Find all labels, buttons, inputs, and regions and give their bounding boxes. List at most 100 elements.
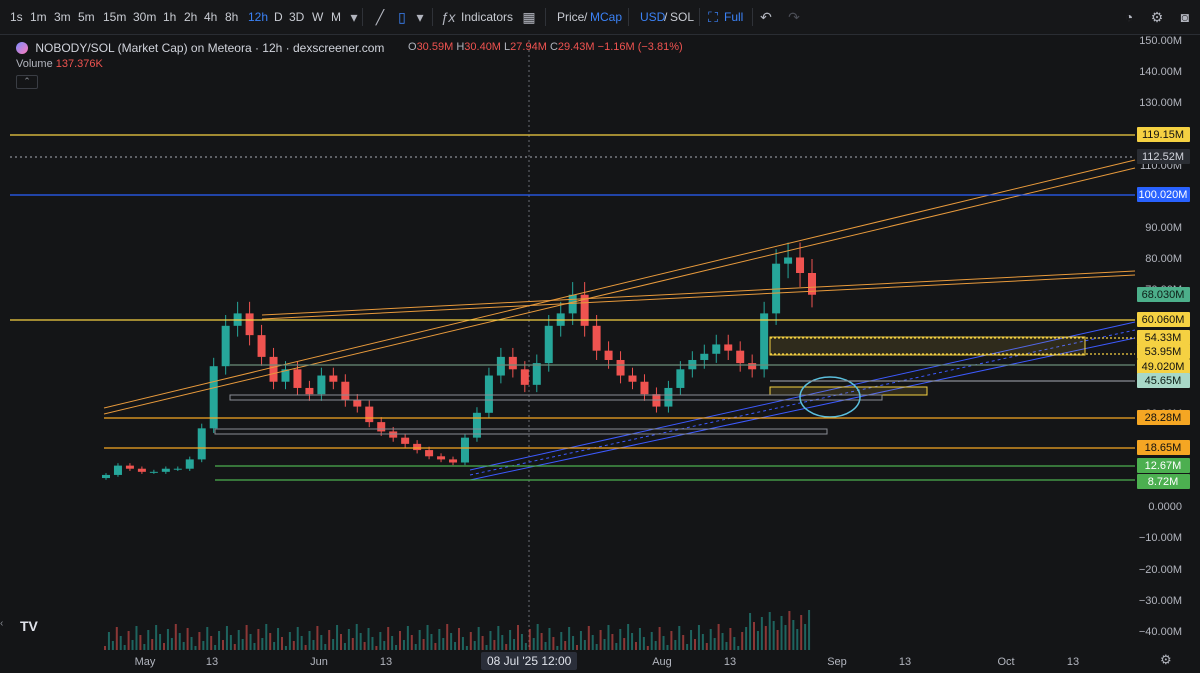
price-tag-bg [1137, 312, 1190, 327]
zone-box-yellow[interactable] [769, 336, 1086, 356]
volume-bar [473, 641, 476, 650]
interval-4h[interactable]: 4h [204, 10, 218, 24]
zone-box-grey-2[interactable] [214, 428, 828, 435]
layout-grid-icon[interactable]: ▦ [522, 9, 536, 25]
volume-bar [163, 643, 165, 650]
volume-bar [438, 629, 441, 650]
price-chart[interactable]: 150.00M140.00M130.00M120.00M110.00M90.00… [0, 35, 1200, 673]
chevron-down-icon[interactable]: ▾ [416, 9, 424, 25]
volume-bar [104, 646, 106, 650]
interval-15m[interactable]: 15m [103, 10, 127, 24]
axis-settings-gear-icon[interactable]: ⚙ [1160, 652, 1172, 667]
volume-bar [701, 634, 704, 650]
volume-bar [111, 641, 114, 650]
volume-bar [147, 630, 150, 650]
volume-bar [383, 641, 386, 650]
price-tag-bg [1137, 474, 1190, 489]
candle-body [772, 263, 781, 314]
chevron-down-icon[interactable]: ▾ [350, 9, 358, 25]
volume-bar [174, 624, 177, 650]
volume-bar [481, 636, 484, 650]
interval-8h[interactable]: 8h [225, 10, 239, 24]
volume-bar [351, 638, 354, 650]
volume-bar [379, 632, 382, 650]
candles-icon[interactable]: ▯ [398, 9, 406, 25]
interval-1h[interactable]: 1h [163, 10, 177, 24]
usd-toggle[interactable]: USD [640, 10, 666, 24]
volume-bar [564, 641, 567, 650]
volume-bar [509, 630, 512, 650]
interval-1m[interactable]: 1m [30, 10, 47, 24]
volume-bar [336, 625, 339, 650]
volume-bar [269, 633, 272, 650]
interval-W[interactable]: W [312, 10, 324, 24]
volume-bar [442, 638, 445, 650]
candle-body [592, 325, 601, 351]
trendline-resistance[interactable] [261, 270, 1136, 316]
volume-bar [713, 638, 716, 650]
redo-icon[interactable]: ↷ [788, 9, 800, 25]
collapse-legend-icon[interactable]: ⌃ [16, 75, 38, 89]
settings-gear-icon[interactable]: ⚙ [1150, 9, 1164, 25]
interval-5m[interactable]: 5m [78, 10, 95, 24]
candle-body [449, 459, 458, 463]
line-tool-icon[interactable]: ╱ [375, 9, 385, 25]
screenshot-camera-icon[interactable]: ◙ [1180, 9, 1190, 25]
price-axis-tick: 90.00M [1145, 222, 1182, 234]
tradingview-logo-icon[interactable]: TV [20, 618, 38, 634]
zone-box-grey[interactable] [229, 394, 883, 401]
mcap-toggle[interactable]: MCap [590, 10, 623, 24]
candle-body [245, 313, 254, 336]
price-tag: 18.65M [1137, 440, 1190, 455]
trendline-resistance-parallel[interactable] [261, 274, 1136, 320]
volume-bar [190, 637, 193, 650]
volume-bar [477, 627, 480, 650]
price-mcap-separator: / [584, 10, 588, 24]
price-axis-tick: 0.0000 [1148, 501, 1182, 513]
fullscreen-icon[interactable]: ⛶ [708, 9, 718, 25]
candle-body [329, 375, 338, 382]
volume-bar [520, 634, 523, 650]
volume-bar [332, 639, 335, 650]
interval-1s[interactable]: 1s [10, 10, 23, 24]
interval-3D[interactable]: 3D [289, 10, 305, 24]
interval-3m[interactable]: 3m [54, 10, 71, 24]
volume-bar [540, 633, 543, 650]
trendline-upper-parallel[interactable] [103, 167, 1136, 415]
volume-bar [650, 632, 653, 650]
highlight-circle[interactable] [799, 376, 861, 418]
sol-toggle[interactable]: SOL [670, 10, 695, 24]
trendline-support-lower[interactable] [469, 337, 1136, 481]
alert-clock-icon[interactable]: ◔ [1124, 9, 1134, 25]
interval-M[interactable]: M [331, 10, 341, 24]
volume-bar [288, 632, 291, 650]
chart-pane[interactable]: 150.00M140.00M130.00M120.00M110.00M90.00… [0, 35, 1200, 673]
volume-bar [599, 630, 602, 650]
indicators-icon[interactable]: ƒx [440, 9, 456, 25]
undo-icon[interactable]: ↶ [760, 9, 772, 25]
volume-bar [579, 631, 582, 650]
scroll-left-icon[interactable]: ‹ [0, 618, 4, 629]
volume-bar [642, 637, 645, 650]
volume-bar [772, 621, 775, 650]
interval-30m[interactable]: 30m [133, 10, 157, 24]
volume-bar [725, 642, 728, 650]
indicators-button[interactable]: Indicators [461, 10, 514, 24]
price-toggle[interactable]: Price [557, 10, 585, 24]
volume-bar [631, 633, 634, 650]
trendline-upper[interactable] [103, 159, 1136, 409]
candle-body [532, 363, 541, 385]
trendline-support[interactable] [469, 321, 1136, 471]
zone-box-small[interactable] [769, 386, 928, 396]
interval-12h[interactable]: 12h [248, 10, 269, 24]
interval-2h[interactable]: 2h [184, 10, 198, 24]
candle-body [257, 335, 266, 357]
price-tag-bg [1137, 410, 1190, 425]
price-tag: 112.52M [1137, 149, 1190, 164]
interval-D[interactable]: D [274, 10, 283, 24]
volume-bar [721, 633, 724, 650]
volume-bar [395, 645, 398, 650]
volume-bar [792, 620, 795, 650]
volume-bar [753, 622, 755, 650]
full-button[interactable]: Full [724, 10, 744, 24]
